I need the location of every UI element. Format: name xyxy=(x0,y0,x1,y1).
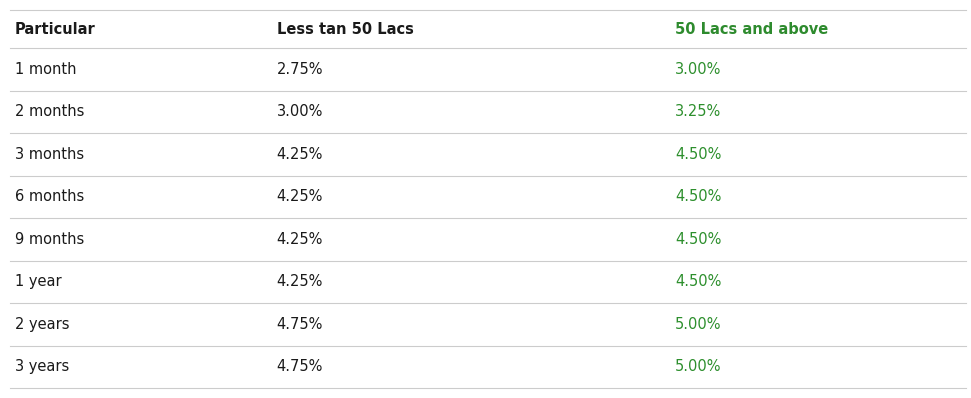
Text: 3.00%: 3.00% xyxy=(277,104,323,119)
Text: 4.50%: 4.50% xyxy=(675,189,721,204)
Text: 3 months: 3 months xyxy=(15,147,84,162)
Text: 2 years: 2 years xyxy=(15,317,69,332)
Text: 4.25%: 4.25% xyxy=(277,189,323,204)
Text: 4.25%: 4.25% xyxy=(277,274,323,289)
Text: 50 Lacs and above: 50 Lacs and above xyxy=(675,23,828,37)
Text: Particular: Particular xyxy=(15,23,95,37)
Text: 5.00%: 5.00% xyxy=(675,317,721,332)
Text: 1 month: 1 month xyxy=(15,62,76,77)
Text: 4.50%: 4.50% xyxy=(675,232,721,247)
Text: 5.00%: 5.00% xyxy=(675,359,721,374)
Text: 3.00%: 3.00% xyxy=(675,62,721,77)
Text: 3 years: 3 years xyxy=(15,359,69,374)
Text: 4.50%: 4.50% xyxy=(675,274,721,289)
Text: 9 months: 9 months xyxy=(15,232,84,247)
Text: 4.75%: 4.75% xyxy=(277,359,323,374)
Text: 1 year: 1 year xyxy=(15,274,61,289)
Text: 6 months: 6 months xyxy=(15,189,84,204)
Text: 2.75%: 2.75% xyxy=(277,62,323,77)
Text: 4.50%: 4.50% xyxy=(675,147,721,162)
Text: 4.25%: 4.25% xyxy=(277,147,323,162)
Text: 2 months: 2 months xyxy=(15,104,84,119)
Text: 3.25%: 3.25% xyxy=(675,104,721,119)
Text: Less tan 50 Lacs: Less tan 50 Lacs xyxy=(277,23,414,37)
Text: 4.25%: 4.25% xyxy=(277,232,323,247)
Text: 4.75%: 4.75% xyxy=(277,317,323,332)
